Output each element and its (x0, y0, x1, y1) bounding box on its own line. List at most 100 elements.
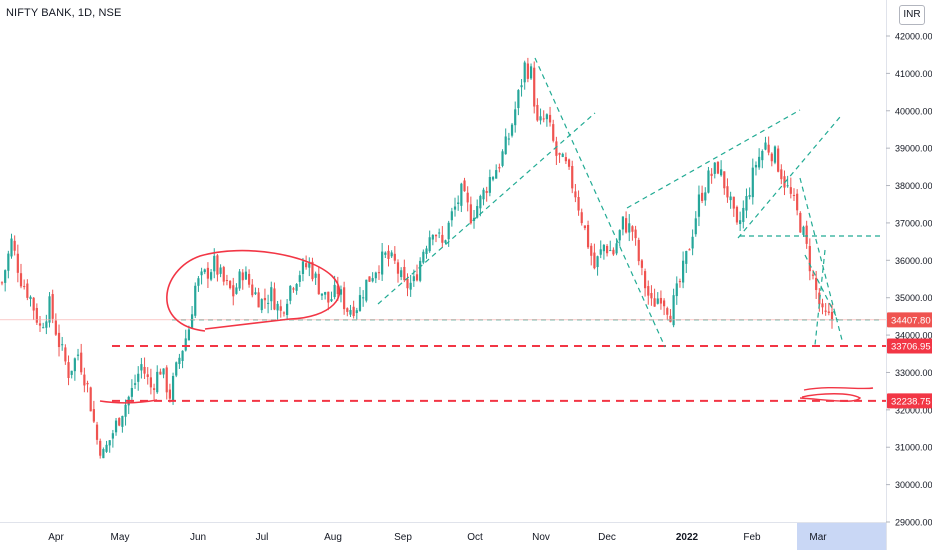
candle (67, 355, 70, 386)
candle-body (159, 371, 162, 375)
candle-body (548, 114, 552, 123)
candle (764, 136, 767, 151)
candle-body (675, 283, 678, 297)
candle-body (716, 162, 720, 174)
x-tick-label: Sep (394, 532, 412, 543)
candle-body (707, 170, 710, 193)
candle-body (390, 252, 393, 257)
candle-body (542, 118, 545, 120)
candle-body (469, 204, 472, 224)
candle-body (311, 261, 314, 280)
candle (42, 322, 45, 329)
price-label-text: 32238.75 (891, 396, 931, 407)
candle (168, 383, 172, 403)
candle-body (83, 374, 86, 386)
candle-body (162, 368, 165, 375)
candle (609, 240, 612, 252)
candle-body (745, 196, 748, 211)
candle-body (238, 271, 241, 289)
candle (631, 225, 634, 241)
candle-body (292, 288, 295, 290)
candle-body (320, 293, 324, 296)
candle-body (143, 366, 146, 374)
candle (178, 353, 181, 369)
candle-body (526, 63, 529, 79)
candle (308, 257, 311, 277)
candle-body (586, 224, 590, 248)
candle (387, 245, 390, 267)
candle-body (10, 238, 13, 257)
candle (371, 272, 374, 283)
candle-body (555, 141, 558, 156)
candle (80, 343, 83, 375)
candle-body (602, 244, 606, 252)
candle-body (381, 251, 384, 275)
candle-body (279, 306, 282, 311)
candle (219, 264, 222, 278)
candle-body (273, 288, 276, 310)
candle (697, 185, 701, 227)
candle (343, 281, 346, 315)
y-tick-label: 31000.00 (895, 443, 932, 453)
candle (507, 132, 510, 146)
candle (713, 162, 716, 179)
candle-body (773, 146, 777, 163)
candle (282, 311, 286, 317)
candle (118, 417, 121, 427)
candle-body (70, 370, 73, 375)
candle-body (73, 358, 76, 372)
y-tick-label: 30000.00 (895, 480, 932, 490)
candle-body (476, 206, 479, 218)
candle-body (51, 294, 54, 319)
candle (571, 160, 574, 194)
candle (270, 281, 273, 311)
candle (450, 207, 453, 227)
candle (672, 288, 675, 328)
candle (463, 177, 466, 192)
price-label: 33706.95 (887, 338, 932, 354)
candle (92, 400, 95, 424)
candle-body (289, 285, 292, 301)
candle-body (203, 269, 206, 273)
candle (491, 175, 495, 182)
candle (228, 280, 232, 290)
candle-body (371, 278, 374, 282)
candle-body (634, 229, 637, 239)
candle-body (615, 243, 618, 254)
candle (83, 367, 86, 393)
candle-body (396, 262, 400, 274)
candle (577, 190, 580, 216)
candle-body (558, 152, 561, 155)
candle-body (450, 211, 453, 221)
candle-body (811, 274, 815, 276)
candle (586, 220, 590, 250)
candle (694, 211, 697, 237)
candle (422, 249, 425, 265)
candle-body (339, 289, 343, 295)
chart-title: NIFTY BANK, 1D, NSE (6, 7, 122, 19)
candle-body (539, 116, 542, 121)
candle (602, 243, 606, 260)
candle-body (133, 383, 137, 385)
candle-body (529, 66, 533, 79)
candle (561, 152, 564, 158)
candle (241, 269, 244, 290)
candle (827, 302, 830, 316)
candle (4, 269, 7, 292)
candle (767, 136, 770, 156)
candle-body (111, 433, 114, 439)
candle-body (352, 306, 355, 317)
candle (653, 288, 656, 307)
candle-body (23, 286, 26, 288)
candle-body (358, 295, 362, 311)
candle (311, 257, 314, 282)
candle (799, 211, 802, 233)
candle-body (434, 234, 438, 237)
candle (615, 238, 618, 256)
candle-body (612, 249, 615, 255)
candle-body (628, 223, 631, 233)
currency-button[interactable]: INR (899, 5, 925, 25)
candle (95, 421, 99, 445)
price-scale (886, 0, 932, 550)
